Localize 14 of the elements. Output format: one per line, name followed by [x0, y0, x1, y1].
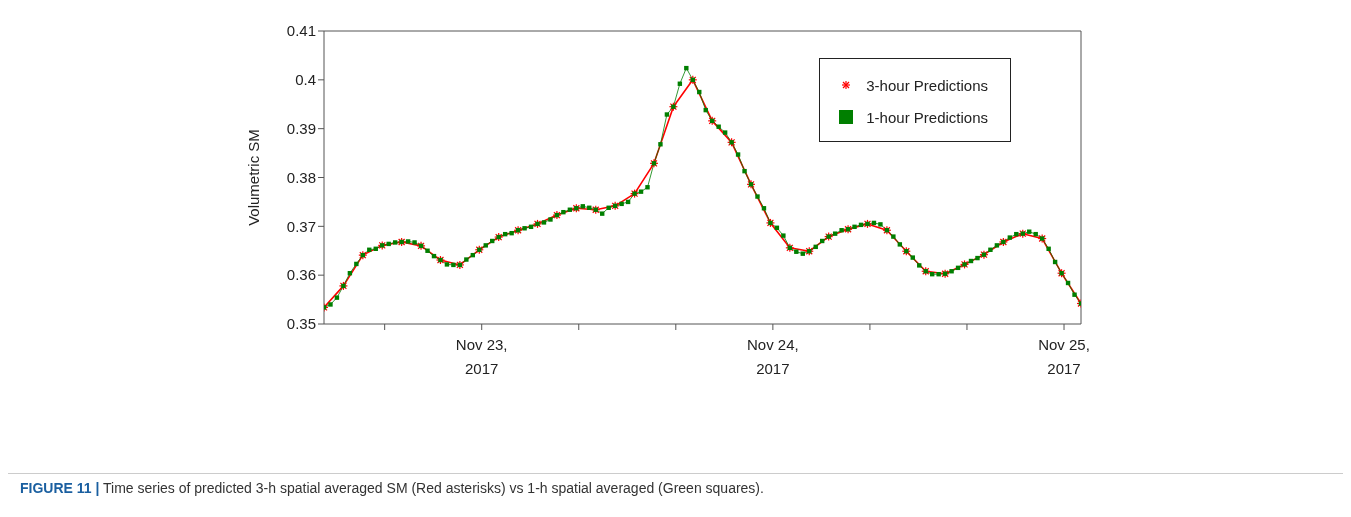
legend-label: 1-hour Predictions — [866, 108, 988, 126]
y-tick-label: 0.41 — [286, 22, 316, 40]
legend-label: 3-hour Predictions — [866, 76, 988, 94]
y-axis-title: Volumetric SM — [245, 129, 263, 226]
x-tick-label: Nov 24, 2017 — [747, 336, 799, 377]
x-tick-label: Nov 23, 2017 — [455, 336, 508, 377]
caption: FIGURE 11 | Time series of predicted 3-h spatial averaged SM (Red asterisks) vs 1-h spatial averaged (Green squares). — [8, 473, 1343, 502]
x-tick-label: Nov 25, 2017 — [1038, 336, 1090, 377]
y-tick-label: 0.35 — [286, 315, 316, 333]
y-tick-label: 0.38 — [286, 168, 316, 186]
y-tick-label: 0.37 — [286, 217, 316, 235]
y-tick-label: 0.36 — [286, 266, 316, 284]
y-tick-label: 0.4 — [295, 71, 316, 89]
y-tick-label: 0.39 — [286, 119, 316, 137]
